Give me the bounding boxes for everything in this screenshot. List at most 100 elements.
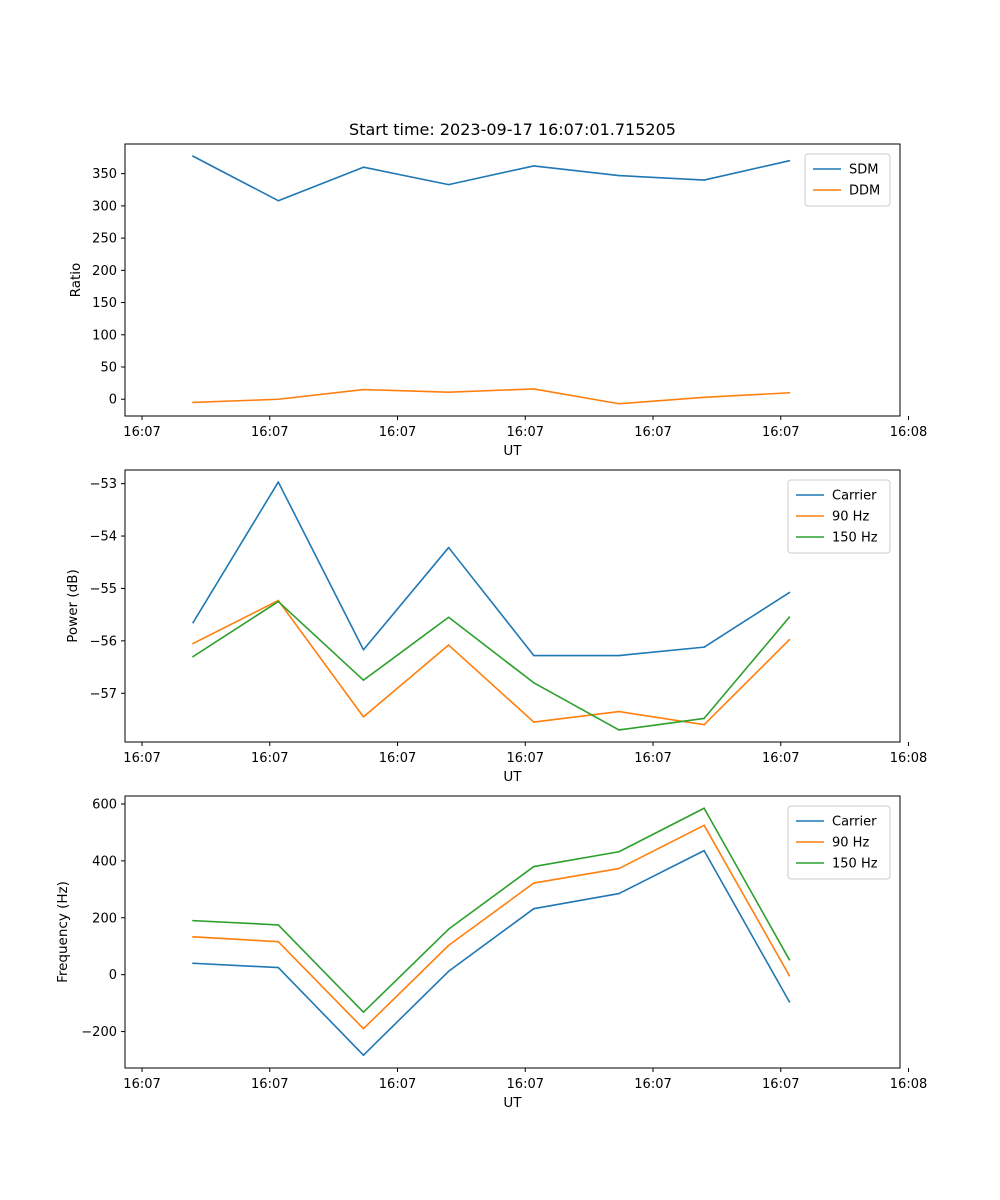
data-point — [277, 600, 280, 603]
data-point — [788, 616, 791, 619]
x-tick-label: 16:07 — [634, 425, 671, 440]
data-point — [532, 388, 535, 390]
y-tick-label: 150 — [92, 296, 117, 311]
legend-label: 90 Hz — [832, 510, 869, 525]
x-axis-label: UT — [503, 769, 522, 785]
legend-label: Carrier — [832, 489, 877, 504]
legend-box — [787, 479, 891, 554]
y-tick-label: 50 — [100, 361, 117, 376]
legend-item: SDM — [813, 163, 878, 178]
panel-1: 16:07 16:07 16:07 16:07 16:07 16:07 16:08 0 50 10… — [68, 143, 927, 459]
data-point — [362, 388, 365, 391]
data-point — [192, 642, 194, 645]
x-tick-label: 16:07 — [762, 751, 799, 766]
y-tick-label: 400 — [92, 854, 117, 869]
data-point — [362, 679, 365, 681]
panel-3: 16:07 16:07 16:07 16:07 16:07 16:07 16:08 −200 0… — [55, 795, 927, 1111]
y-ticks: 0 50 100 150 200 250 300 350 — [92, 167, 125, 408]
data-point — [788, 159, 791, 162]
data-point — [192, 655, 194, 658]
y-tick-label: −56 — [90, 634, 117, 649]
chart-title: Start time: 2023-09-17 16:07:01.715205 — [349, 120, 676, 139]
data-point — [703, 717, 705, 720]
legend-label: 150 Hz — [832, 857, 878, 872]
data-point — [192, 936, 194, 938]
legend-label: SDM — [849, 163, 878, 178]
panel-2: 16:07 16:07 16:07 16:07 16:07 16:07 16:08−57−5… — [65, 469, 927, 785]
x-tick-label: 16:07 — [762, 425, 799, 440]
data-point — [788, 958, 791, 961]
series-line — [192, 599, 791, 726]
x-tick-label: 16:07 — [251, 425, 288, 440]
data-point — [362, 1054, 365, 1056]
x-tick-label: 16:07 — [379, 1077, 416, 1092]
x-tick-label: 16:07 — [762, 1077, 799, 1092]
data-point — [703, 723, 705, 726]
y-tick-label: 0 — [109, 393, 117, 408]
data-point — [703, 396, 705, 399]
series-90-hz — [192, 824, 791, 1030]
legend-item: Carrier — [796, 489, 877, 504]
legend-label: DDM — [849, 184, 880, 199]
legend-label: Carrier — [832, 815, 877, 830]
series-line — [192, 807, 791, 1014]
y-tick-label: 200 — [92, 264, 117, 279]
series-ddm — [192, 388, 791, 405]
y-tick-label: 350 — [92, 167, 117, 182]
data-point — [788, 1000, 791, 1003]
y-tick-label: −55 — [90, 582, 117, 597]
y-axis-label: Frequency (Hz) — [55, 881, 71, 983]
data-point — [277, 481, 280, 483]
x-tick-label: 16:07 — [123, 1077, 160, 1092]
y-axis-label: Ratio — [68, 263, 84, 298]
data-point — [703, 179, 705, 181]
legend-item: 150 Hz — [796, 857, 878, 872]
y-tick-label: 0 — [109, 968, 117, 983]
y-tick-label: 200 — [92, 911, 117, 926]
data-point — [362, 166, 365, 169]
data-point — [362, 716, 365, 718]
data-point — [618, 850, 620, 853]
data-point — [618, 892, 620, 895]
legend: Carrier 90 Hz 150 Hz — [787, 805, 891, 880]
legend-item: 150 Hz — [796, 531, 878, 546]
data-point — [788, 391, 791, 394]
x-tick-label: 16:08 — [890, 1077, 927, 1092]
y-ticks: −200 0 200 400 600 — [81, 797, 125, 1040]
data-point — [192, 919, 194, 922]
y-tick-label: 300 — [92, 199, 117, 214]
series-line — [192, 600, 791, 731]
x-tick-label: 16:07 — [123, 751, 160, 766]
data-point — [532, 654, 535, 657]
x-tick-label: 16:08 — [890, 425, 927, 440]
x-tick-label: 16:07 — [507, 751, 544, 766]
data-point — [362, 1027, 365, 1030]
y-axis-label: Power (dB) — [65, 569, 81, 642]
panels: 16:07 16:07 16:07 16:07 16:07 16:07 16:08 0 50 10… — [55, 143, 927, 1111]
legend-item: DDM — [813, 184, 880, 199]
series-90-hz — [192, 599, 791, 726]
series-sdm — [192, 155, 791, 202]
series-carrier — [192, 481, 791, 657]
y-tick-label: −53 — [90, 477, 117, 492]
data-point — [447, 944, 450, 947]
axes-frame — [124, 143, 901, 417]
y-tick-label: −57 — [90, 687, 117, 702]
axes-frame — [124, 795, 901, 1069]
data-point — [532, 721, 535, 723]
data-point — [703, 824, 705, 827]
data-point — [703, 849, 705, 852]
data-point — [192, 401, 194, 404]
data-point — [277, 398, 280, 401]
data-point — [447, 970, 450, 973]
data-point — [447, 616, 450, 619]
legend-label: 150 Hz — [832, 531, 878, 546]
x-tick-label: 16:07 — [634, 1077, 671, 1092]
data-point — [447, 391, 450, 393]
axes-frame — [124, 469, 901, 743]
x-ticks: 16:07 16:07 16:07 16:07 16:07 16:07 16:08 — [123, 416, 927, 440]
data-point — [277, 940, 280, 943]
x-ticks: 16:07 16:07 16:07 16:07 16:07 16:07 16:08 — [123, 742, 927, 766]
legend-label: 90 Hz — [832, 836, 869, 851]
